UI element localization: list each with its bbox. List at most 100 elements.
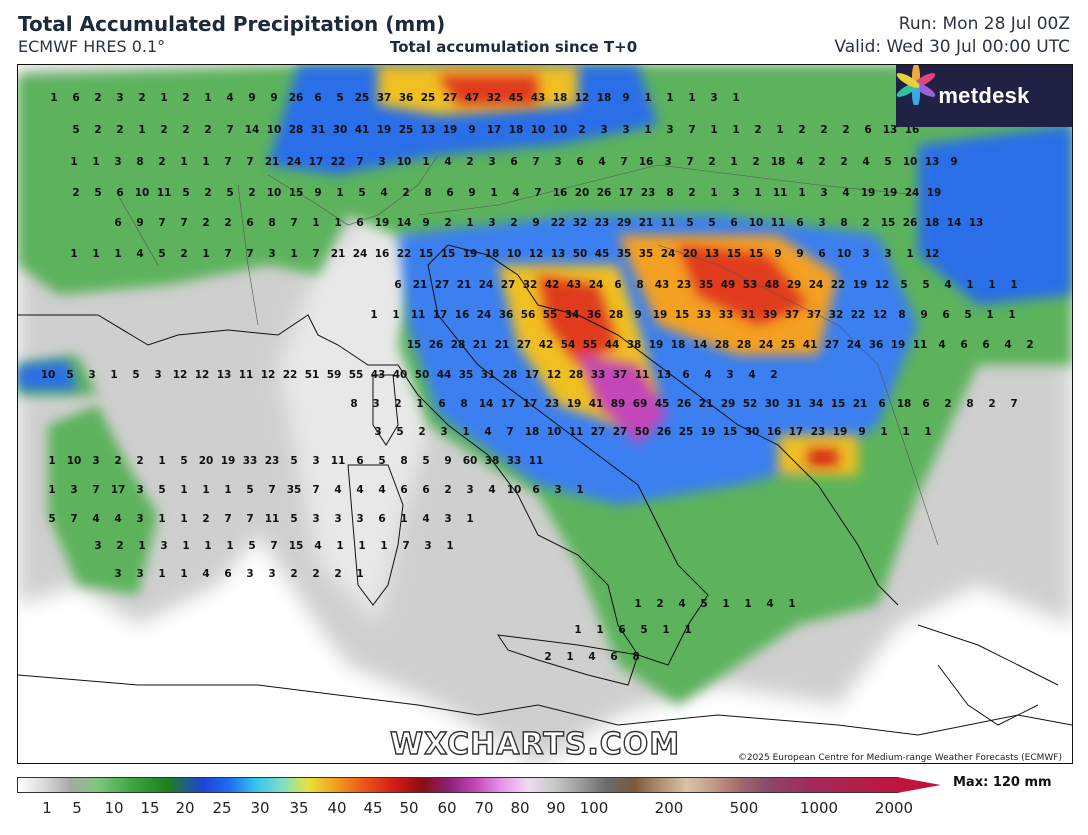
precip-value-label: 2 [312,568,319,580]
precip-value-label: 25 [781,339,796,351]
precip-value-label: 25 [679,426,694,438]
precip-value-label: 2 [204,187,211,199]
precip-value-label: 1 [182,540,189,552]
precip-value-label: 15 [881,217,896,229]
precip-value-label: 27 [613,426,628,438]
precip-value-label: 4 [512,187,519,199]
precip-value-label: 1 [684,624,691,636]
precip-value-label: 2 [334,568,341,580]
precip-value-label: 1 [356,568,363,580]
precip-value-label: 23 [265,455,280,467]
precip-value-label: 3 [312,513,319,525]
precip-value-label: 1 [70,156,77,168]
precip-value-label: 23 [545,398,560,410]
precip-value-label: 3 [554,156,561,168]
metdesk-logo[interactable]: metdesk [896,65,1072,127]
precip-value-label: 1 [1010,279,1017,291]
precip-value-label: 35 [639,248,654,260]
precip-value-label: 3 [246,568,253,580]
precip-value-label: 13 [925,156,940,168]
precip-value-label: 1 [202,248,209,260]
precip-value-label: 28 [289,124,304,136]
precip-value-label: 6 [610,651,617,663]
precip-value-label: 4 [748,369,755,381]
precip-value-label: 9 [136,217,143,229]
precip-value-label: 1 [446,540,453,552]
precip-value-label: 1 [180,513,187,525]
precip-value-label: 2 [708,156,715,168]
precip-value-label: 1 [986,309,993,321]
legend-max-arrow [897,777,941,793]
precip-value-label: 11 [635,369,650,381]
precip-value-label: 31 [741,309,756,321]
precip-value-label: 36 [587,309,602,321]
legend-tick-label: 1000 [799,799,839,817]
precip-value-label: 1 [880,426,887,438]
precip-value-label: 4 [862,156,869,168]
precip-value-label: 1 [906,248,913,260]
precip-value-label: 1 [666,92,673,104]
logo-text: metdesk [938,83,1030,108]
precip-value-label: 1 [776,124,783,136]
precip-value-label: 8 [400,455,407,467]
precip-value-label: 2 [248,187,255,199]
precip-value-label: 8 [898,309,905,321]
precip-value-label: 1 [202,156,209,168]
precip-value-label: 31 [787,398,802,410]
legend-tick-label: 2000 [874,799,914,817]
precip-value-label: 17 [789,426,804,438]
precip-value-label: 3 [136,568,143,580]
precip-value-label: 1 [158,513,165,525]
precip-value-label: 1 [180,156,187,168]
precip-value-label: 15 [407,339,422,351]
precip-value-label: 33 [507,455,522,467]
precip-value-label: 3 [726,369,733,381]
precip-value-label: 8 [636,279,643,291]
precip-value-label: 2 [944,398,951,410]
precip-value-label: 19 [567,398,582,410]
precip-value-label: 11 [239,369,254,381]
precip-value-label: 3 [554,484,561,496]
copyright-notice: ©2025 European Centre for Medium-range W… [737,753,1062,763]
precip-value-label: 1 [730,156,737,168]
precip-value-label: 22 [331,156,346,168]
precip-value-label: 2 [94,124,101,136]
precip-value-label: 19 [853,279,868,291]
precip-value-label: 6 [510,156,517,168]
precip-value-label: 25 [399,124,414,136]
precip-value-label: 2 [798,124,805,136]
country-borders [117,154,939,546]
precip-value-label: 6 [422,484,429,496]
precip-value-label: 32 [523,279,538,291]
precip-value-label: 2 [510,217,517,229]
precip-value-label: 17 [525,369,540,381]
precip-value-label: 4 [444,156,451,168]
precip-value-label: 8 [136,156,143,168]
precip-value-label: 5 [900,279,907,291]
precip-value-label: 55 [543,309,558,321]
precip-value-label: 1 [490,187,497,199]
precip-value-label: 15 [289,540,304,552]
precip-value-label: 45 [655,398,670,410]
precip-value-label: 5 [226,187,233,199]
precip-value-label: 3 [92,455,99,467]
precip-value-label: 7 [312,484,319,496]
precip-value-label: 3 [666,124,673,136]
precip-value-label: 1 [596,624,603,636]
precip-value-label: 1 [662,624,669,636]
precip-value-label: 15 [419,248,434,260]
map-panel[interactable]: 1 6 2 3 2 1 2 1 4 9 9 26 6 5 25 37 36 25 27 47 32 45 43 18 12 18 9… [17,64,1073,764]
precip-value-label: 5 [290,513,297,525]
precip-value-label: 21 [457,279,472,291]
precip-value-label: 1 [574,624,581,636]
precip-value-label: 1 [462,426,469,438]
precip-value-label: 10 [749,217,764,229]
precip-value-label: 10 [67,455,82,467]
precip-value-label: 7 [246,513,253,525]
precip-value-label: 17 [309,156,324,168]
precip-value-label: 3 [466,484,473,496]
precip-value-label: 6 [682,369,689,381]
precip-value-label: 11 [913,339,928,351]
precip-value-label: 5 [700,598,707,610]
precip-value-label: 12 [529,248,544,260]
